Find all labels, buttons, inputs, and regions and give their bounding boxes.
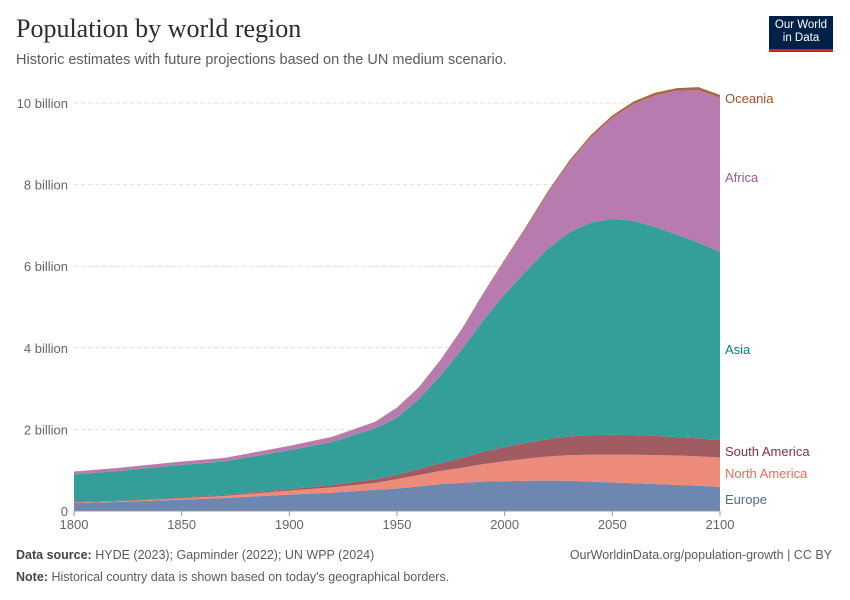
x-tick-label: 2050 (598, 517, 627, 532)
y-tick-label: 2 billion (24, 422, 68, 437)
owid-logo[interactable]: Our World in Data (769, 16, 833, 52)
chart-subtitle: Historic estimates with future projectio… (16, 52, 507, 68)
legend-label-asia: Asia (725, 342, 751, 357)
x-tick-label: 1900 (275, 517, 304, 532)
area-north-america (74, 454, 720, 504)
legend-label-south-america: South America (725, 444, 810, 459)
stacked-area-chart: 0 2 billion 4 billion 6 billion 8 billion 10 … (17, 87, 810, 532)
source-url-link[interactable]: OurWorldinData.org/population-growth | C… (569, 548, 832, 562)
legend-label-africa: Africa (725, 170, 759, 185)
x-tick-label: 2100 (706, 517, 735, 532)
legend-label-north-america: North America (725, 466, 808, 481)
area-africa (74, 89, 720, 475)
x-tick-label: 2000 (490, 517, 519, 532)
data-source: Data source: HYDE (2023); Gapminder (202… (16, 548, 375, 562)
y-tick-label: 6 billion (24, 259, 68, 274)
x-tick-label: 1800 (60, 517, 89, 532)
chart-title: Population by world region (16, 14, 302, 43)
y-tick-label: 8 billion (24, 178, 68, 193)
chart-note: Note: Historical country data is shown b… (16, 570, 450, 584)
area-europe (74, 480, 720, 511)
x-tick-label: 1850 (167, 517, 196, 532)
area-asia (74, 218, 720, 503)
area-south-america (74, 434, 720, 503)
x-tick-label: 1950 (383, 517, 412, 532)
y-tick-label: 0 (61, 504, 68, 519)
y-tick-label: 4 billion (24, 341, 68, 356)
legend-label-europe: Europe (725, 492, 767, 507)
legend-label-oceania: Oceania (725, 91, 774, 106)
y-tick-label: 10 billion (17, 96, 68, 111)
